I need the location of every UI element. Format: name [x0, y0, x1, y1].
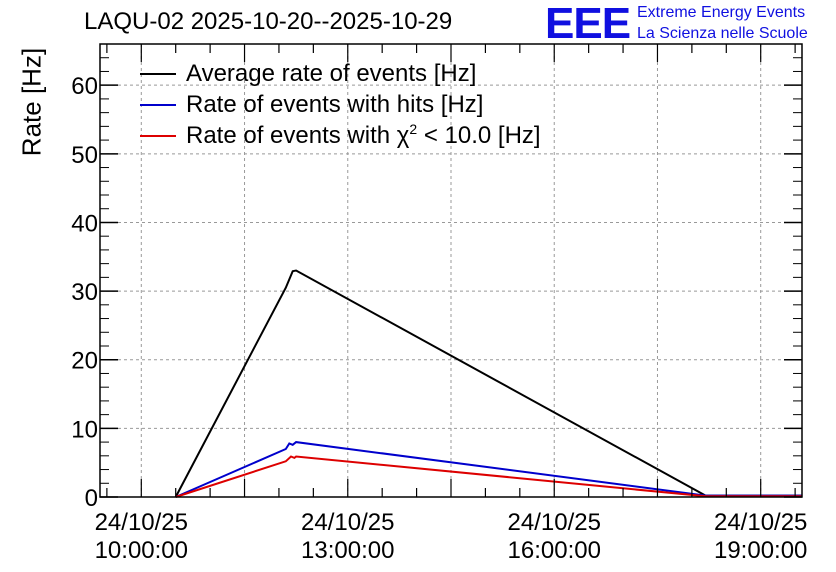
y-tick-label: 50	[71, 142, 98, 169]
legend-swatch-red	[140, 134, 176, 137]
y-tick-label: 40	[71, 210, 98, 237]
x-tick-label-time: 16:00:00	[508, 537, 601, 564]
logo-line-1: Extreme Energy Events	[637, 4, 806, 21]
x-tick-label-date: 24/10/25	[301, 509, 394, 536]
legend-chi-prefix: Rate of events with χ	[186, 122, 410, 149]
legend-label-hits: Rate of events with hits [Hz]	[186, 90, 484, 118]
logo-line-2: La Scienza nelle Scuole	[637, 25, 808, 42]
data-series	[174, 269, 802, 498]
chart-title: LAQU-02 2025-10-20--2025-10-29	[84, 8, 453, 35]
legend: Average rate of events [Hz] Rate of even…	[140, 58, 541, 151]
legend-chi-sup: 2	[409, 121, 418, 137]
legend-chi-suffix: < 10.0 [Hz]	[417, 122, 541, 149]
series-line-1	[175, 441, 802, 498]
y-tick-label: 60	[71, 73, 98, 100]
y-tick-label: 0	[85, 485, 98, 512]
legend-item-hits: Rate of events with hits [Hz]	[140, 89, 541, 120]
legend-swatch-blue	[140, 103, 176, 106]
grid-lines	[100, 44, 802, 498]
y-axis-label: Rate [Hz]	[16, 47, 47, 157]
x-tick-label-date: 24/10/25	[95, 509, 188, 536]
x-tick-label-date: 24/10/25	[508, 509, 601, 536]
series-line-2	[175, 455, 802, 498]
series-line-0	[174, 269, 802, 498]
legend-item-average: Average rate of events [Hz]	[140, 58, 541, 89]
axis-ticks	[100, 43, 802, 498]
eee-logo: EEE	[545, 0, 631, 48]
y-tick-label: 30	[71, 279, 98, 306]
y-tick-label: 10	[71, 416, 98, 443]
legend-label-average: Average rate of events [Hz]	[186, 59, 477, 87]
legend-swatch-black	[140, 72, 176, 75]
x-tick-label-time: 10:00:00	[95, 537, 188, 564]
tick-labels: 010203040506024/10/2510:00:0024/10/2513:…	[71, 73, 807, 564]
legend-label-chi2: Rate of events with χ2 < 10.0 [Hz]	[186, 121, 541, 150]
x-tick-label-time: 19:00:00	[714, 537, 807, 564]
x-tick-label-date: 24/10/25	[714, 509, 807, 536]
y-tick-label: 20	[71, 348, 98, 375]
x-tick-label-time: 13:00:00	[301, 537, 394, 564]
legend-item-chi2: Rate of events with χ2 < 10.0 [Hz]	[140, 120, 541, 151]
